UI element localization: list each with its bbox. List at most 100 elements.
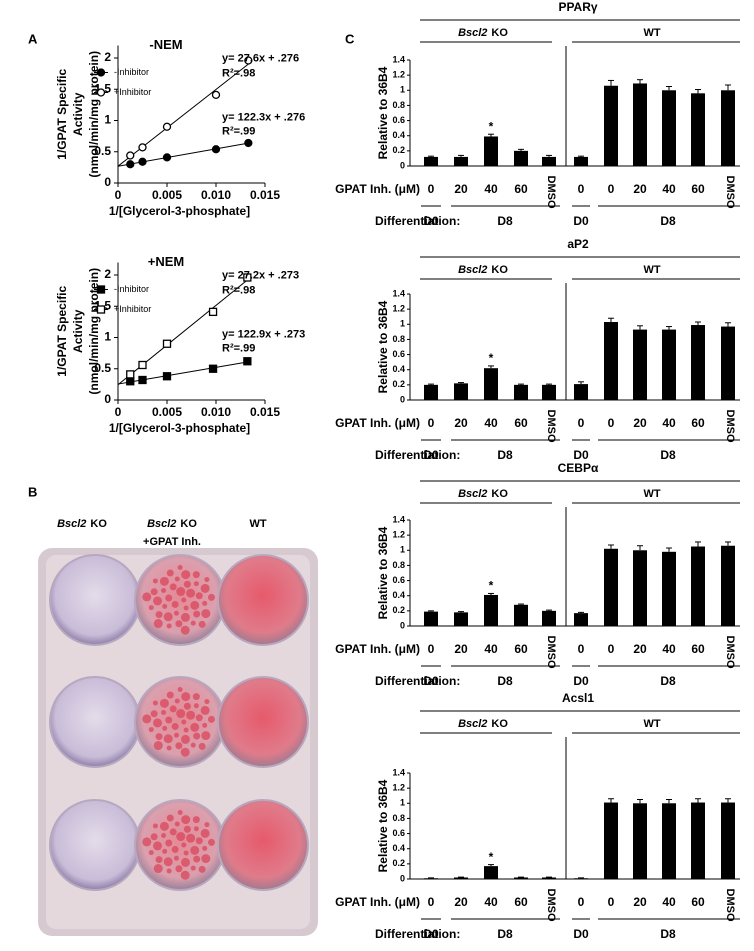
bar <box>633 329 647 400</box>
y-tick-label: 0.5 <box>94 144 111 158</box>
data-point <box>138 143 147 152</box>
stain-spot <box>175 865 183 873</box>
well <box>49 676 141 768</box>
photo-label: Bscl2 KO <box>57 518 107 530</box>
bar <box>542 877 556 879</box>
x-tick-label: DMSO <box>724 410 736 443</box>
stain-spot <box>163 612 173 622</box>
data-point <box>138 375 147 385</box>
bar <box>691 325 705 400</box>
bar <box>574 156 588 166</box>
data-point <box>162 372 172 381</box>
stain-spot <box>195 714 203 722</box>
data-point <box>138 157 147 166</box>
y-tick-label: 0.6 <box>392 349 405 359</box>
legend-label: -Inhibitor <box>114 67 149 77</box>
y-tick-label: 0.4 <box>392 130 405 140</box>
chart-title: +NEM <box>148 254 184 269</box>
stage-label: D8 <box>660 214 676 228</box>
stain-spot <box>192 693 200 701</box>
y-tick-label: 0 <box>400 394 405 404</box>
stain-spot <box>148 727 154 733</box>
y-tick-label: 0.4 <box>392 364 405 374</box>
stain-spot <box>180 747 190 757</box>
stain-spot <box>173 855 179 861</box>
italic-part: Bscl2 <box>458 718 487 730</box>
data-point <box>162 122 172 131</box>
x-tick-label: 40 <box>662 182 676 196</box>
stain-spot <box>174 698 180 704</box>
stain-spot <box>166 745 172 751</box>
stain-spot <box>155 611 163 619</box>
data-point <box>243 273 252 282</box>
stain-spot <box>176 587 186 597</box>
italic-part: Bscl2 <box>147 518 176 530</box>
x-tick-label: 20 <box>633 642 647 656</box>
bar <box>514 150 528 166</box>
stain-spot <box>166 569 174 577</box>
stain-spot <box>153 619 163 629</box>
bar <box>604 548 618 626</box>
bar <box>574 878 588 879</box>
y-tick-label: 1.4 <box>392 54 405 64</box>
stain-spot <box>201 731 211 741</box>
x-tick-label: DMSO <box>545 410 557 443</box>
x-tick-label: 40 <box>484 416 498 430</box>
stain-spot <box>173 732 179 738</box>
significance-star: * <box>489 351 494 365</box>
stage-label: D8 <box>660 674 676 688</box>
y-tick-label: 0.8 <box>392 560 405 570</box>
stain-spot <box>180 625 190 635</box>
text-part: KO <box>491 27 508 39</box>
legend-marker <box>96 305 106 314</box>
stain-spot <box>200 705 210 715</box>
x-tick-label: 20 <box>633 416 647 430</box>
stage-label: D8 <box>497 674 513 688</box>
data-point <box>244 56 253 65</box>
x-tick-label: 20 <box>454 182 468 196</box>
x-tick-label: 0 <box>608 182 615 196</box>
x-tick-label: 0.015 <box>250 405 280 419</box>
stain-spot <box>181 597 187 603</box>
x-tick-label: 20 <box>454 416 468 430</box>
group-label: Bscl2 KO <box>458 718 508 730</box>
text-part: WT <box>249 518 266 530</box>
y-tick-label: 0.4 <box>392 590 405 600</box>
stage-label: D0 <box>423 448 439 462</box>
y-tick-label: 1 <box>104 330 111 344</box>
stain-spot <box>204 699 210 705</box>
y-tick-label: 0.4 <box>392 843 405 853</box>
y-tick-label: 0.2 <box>392 858 405 868</box>
stain-spot <box>193 855 201 863</box>
stain-spot <box>181 842 187 848</box>
y-axis-label: Relative to 36B4 <box>376 66 390 159</box>
data-point <box>126 370 135 379</box>
data-point <box>126 151 135 160</box>
differentiation-label: Differentiation: <box>375 448 460 462</box>
stain-spot <box>180 734 190 744</box>
differentiation-label: Differentiation: <box>375 674 460 688</box>
text-part: WT <box>643 264 660 276</box>
x-tick-label: 40 <box>484 182 498 196</box>
well <box>217 676 309 768</box>
x-tick-label: 40 <box>662 416 676 430</box>
stain-spot <box>161 832 167 838</box>
x-tick-label: 0 <box>578 182 585 196</box>
x-tick-label: 20 <box>454 642 468 656</box>
bar <box>454 156 468 166</box>
stain-spot <box>190 742 196 748</box>
y-axis-label: (nmol/min/mg protein) <box>87 51 101 178</box>
bar <box>691 93 705 166</box>
group-label: WT <box>643 488 660 500</box>
legend-marker <box>96 285 106 294</box>
bar <box>484 368 498 400</box>
y-tick-label: 0.8 <box>392 100 405 110</box>
bar <box>542 610 556 626</box>
stain-spot <box>190 620 196 626</box>
text-part: KO <box>90 518 107 530</box>
y-tick-label: 1.2 <box>392 304 405 314</box>
y-tick-label: 2 <box>104 267 111 281</box>
stage-label: D8 <box>497 927 513 941</box>
legend-label: +Inhibitor <box>114 87 151 97</box>
group-label: WT <box>643 264 660 276</box>
